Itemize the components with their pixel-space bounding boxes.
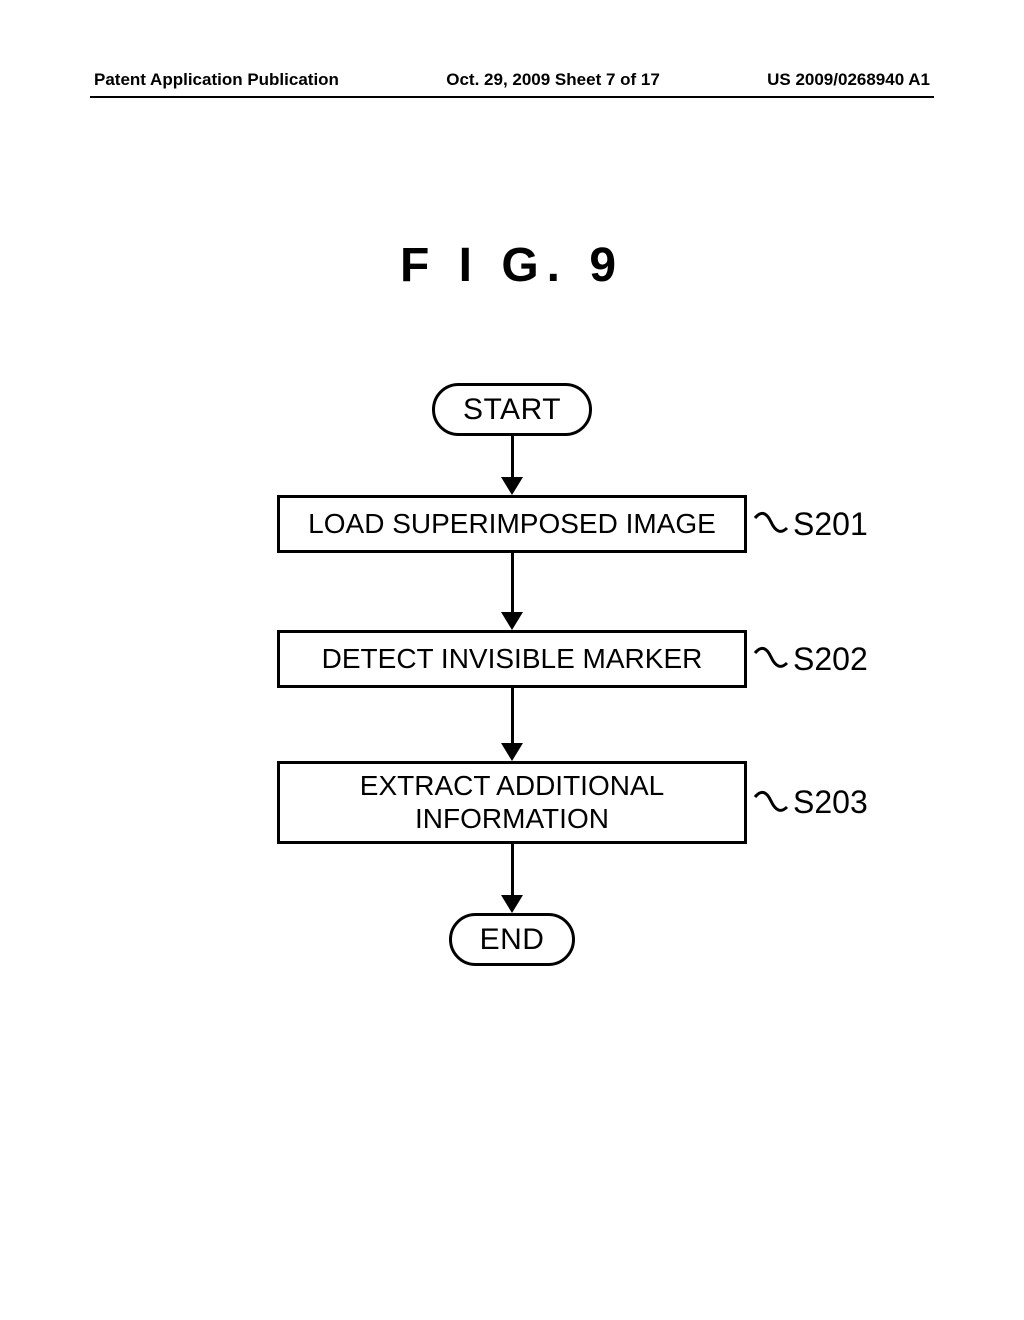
header-left: Patent Application Publication: [94, 70, 339, 90]
end-terminator: END: [449, 913, 576, 966]
arrow-4: [501, 844, 523, 913]
connector-tilde-icon: [753, 510, 789, 538]
start-terminator: START: [432, 383, 592, 436]
process-box-3: EXTRACT ADDITIONALINFORMATION: [277, 761, 747, 843]
arrow-head-icon: [501, 895, 523, 913]
process-row-1: LOAD SUPERIMPOSED IMAGE S201: [90, 495, 934, 553]
page-header: Patent Application Publication Oct. 29, …: [90, 70, 934, 96]
arrow-head-icon: [501, 612, 523, 630]
step-label: S201: [793, 506, 868, 543]
figure-area: F I G. 9 START LOAD SUPERIMPOSED IMAGE S…: [90, 238, 934, 966]
arrow-1: [501, 436, 523, 495]
header-rule: [90, 96, 934, 98]
step-label: S202: [793, 641, 868, 678]
page: Patent Application Publication Oct. 29, …: [0, 0, 1024, 1320]
step-tag-2: S202: [753, 641, 868, 678]
arrow-shaft: [511, 844, 514, 896]
flowchart: START LOAD SUPERIMPOSED IMAGE S201 DETEC…: [90, 383, 934, 966]
arrow-head-icon: [501, 743, 523, 761]
step-tag-1: S201: [753, 506, 868, 543]
arrow-head-icon: [501, 477, 523, 495]
arrow-shaft: [511, 688, 514, 744]
process-row-2: DETECT INVISIBLE MARKER S202: [90, 630, 934, 688]
process-box-2: DETECT INVISIBLE MARKER: [277, 630, 747, 688]
arrow-shaft: [511, 553, 514, 613]
process-box-1: LOAD SUPERIMPOSED IMAGE: [277, 495, 747, 553]
step-tag-3: S203: [753, 784, 868, 821]
process-row-3: EXTRACT ADDITIONALINFORMATION S203: [90, 761, 934, 843]
connector-tilde-icon: [753, 645, 789, 673]
connector-tilde-icon: [753, 789, 789, 817]
arrow-3: [501, 688, 523, 761]
step-label: S203: [793, 784, 868, 821]
header-center: Oct. 29, 2009 Sheet 7 of 17: [446, 70, 660, 90]
figure-title: F I G. 9: [90, 238, 934, 293]
arrow-2: [501, 553, 523, 630]
arrow-shaft: [511, 436, 514, 478]
header-right: US 2009/0268940 A1: [767, 70, 930, 90]
